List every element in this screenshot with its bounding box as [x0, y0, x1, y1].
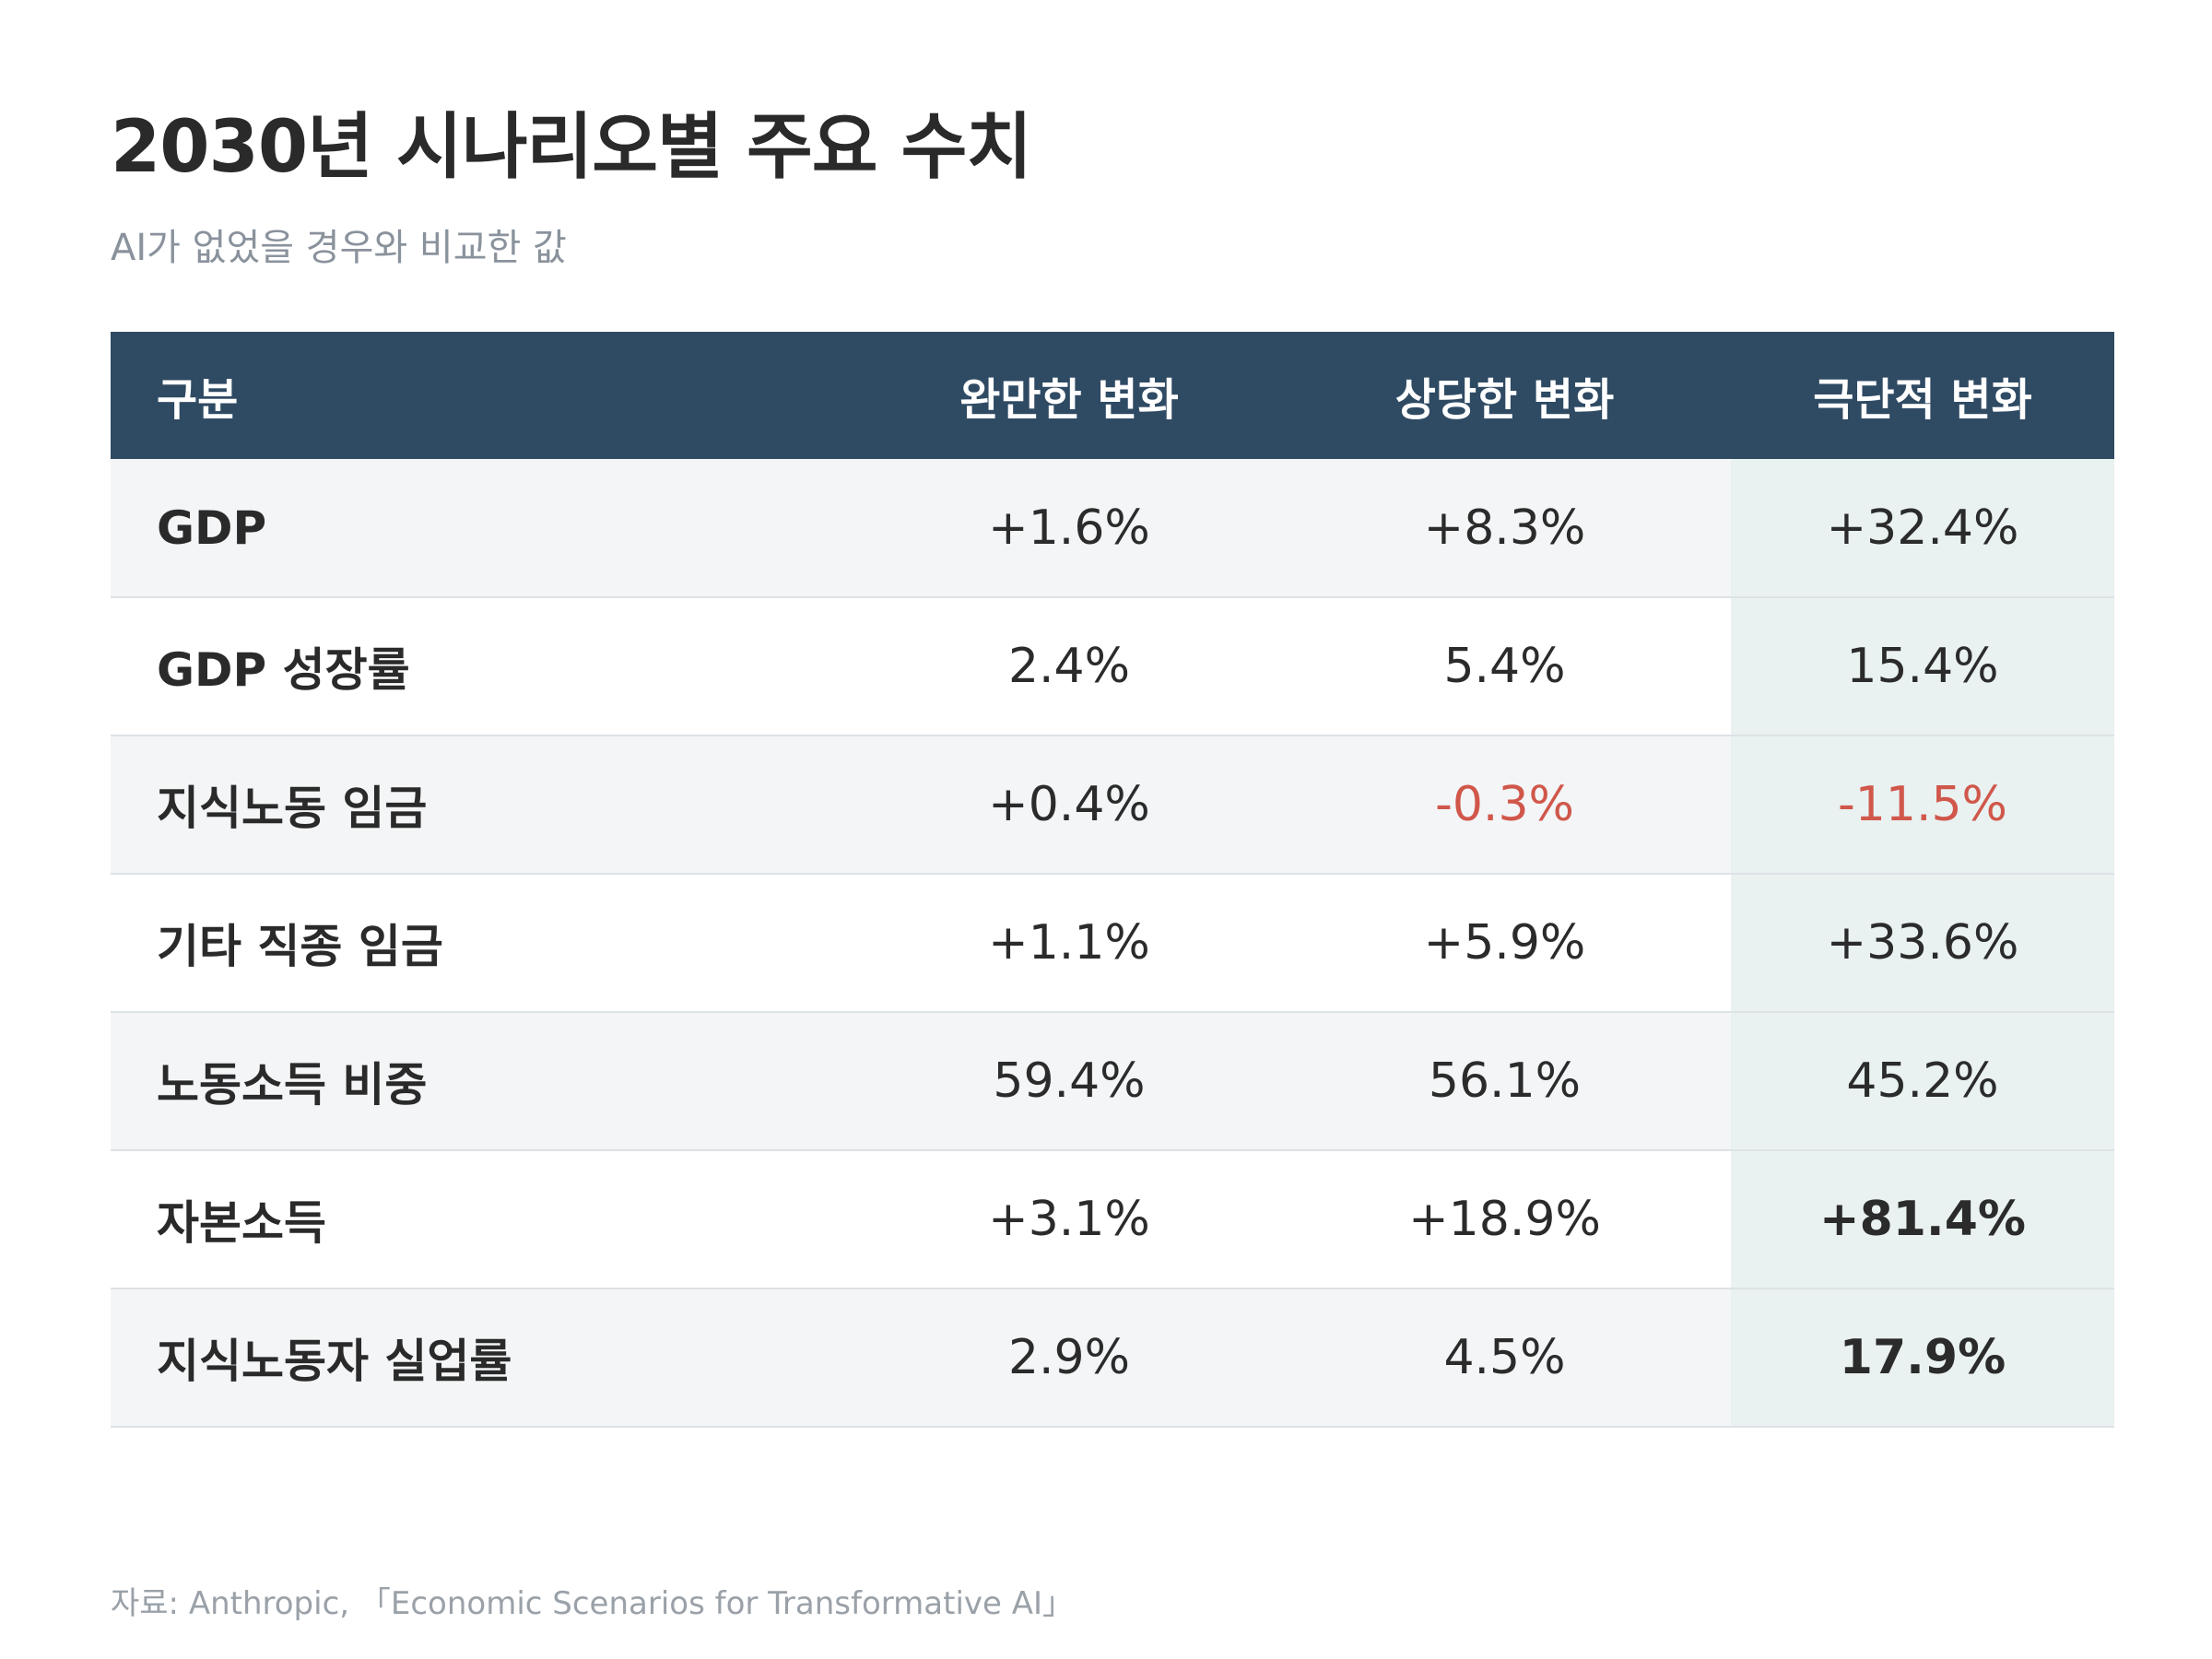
- page-subtitle: AI가 없었을 경우와 비교한 값: [111, 227, 567, 269]
- cell-mild: 59.4%: [860, 1012, 1278, 1151]
- cell-extreme: +32.4%: [1731, 459, 2114, 598]
- row-label: 기타 직종 임금: [111, 874, 860, 1013]
- cell-extreme: +33.6%: [1731, 874, 2114, 1013]
- column-header-extreme: 극단적 변화: [1813, 374, 2032, 426]
- cell-significant: +8.3%: [1278, 459, 1731, 598]
- table-row: 노동소득 비중 59.4% 56.1% 45.2%: [111, 1012, 2114, 1151]
- row-label: 지식노동자 실업률: [111, 1288, 860, 1428]
- scenario-table: 구분 완만한 변화 상당한 변화 극단적 변화 GDP +1.6% +8.3% …: [111, 332, 2114, 1428]
- column-header-mild: 완만한 변화: [959, 374, 1179, 426]
- cell-significant: +18.9%: [1278, 1150, 1731, 1289]
- row-label: 자본소득: [111, 1150, 860, 1289]
- cell-extreme: +81.4%: [1731, 1150, 2114, 1289]
- row-label: 노동소득 비중: [111, 1012, 860, 1151]
- column-header-significant: 상당한 변화: [1394, 374, 1615, 426]
- table-row: GDP +1.6% +8.3% +32.4%: [111, 459, 2114, 598]
- cell-mild: +1.6%: [860, 459, 1278, 598]
- cell-significant: -0.3%: [1278, 735, 1731, 875]
- table-row: 지식노동자 실업률 2.9% 4.5% 17.9%: [111, 1288, 2114, 1428]
- table-row: 지식노동 임금 +0.4% -0.3% -11.5%: [111, 735, 2114, 875]
- source-note: 자료: Anthropic, 「Economic Scenarios for T…: [111, 1585, 1075, 1622]
- cell-mild: +0.4%: [860, 735, 1278, 875]
- table-header-row: 구분 완만한 변화 상당한 변화 극단적 변화: [111, 332, 2114, 459]
- table-row: 기타 직종 임금 +1.1% +5.9% +33.6%: [111, 874, 2114, 1013]
- cell-extreme: 15.4%: [1731, 597, 2114, 736]
- row-label: GDP 성장률: [111, 597, 860, 736]
- row-label: 지식노동 임금: [111, 735, 860, 875]
- table-row: GDP 성장률 2.4% 5.4% 15.4%: [111, 597, 2114, 736]
- cell-mild: +3.1%: [860, 1150, 1278, 1289]
- cell-mild: +1.1%: [860, 874, 1278, 1013]
- cell-extreme: 45.2%: [1731, 1012, 2114, 1151]
- cell-significant: +5.9%: [1278, 874, 1731, 1013]
- table-row: 자본소득 +3.1% +18.9% +81.4%: [111, 1150, 2114, 1289]
- cell-significant: 56.1%: [1278, 1012, 1731, 1151]
- column-header-category: 구분: [157, 374, 239, 426]
- table-header: 구분 완만한 변화 상당한 변화 극단적 변화: [111, 332, 2114, 459]
- cell-extreme: 17.9%: [1731, 1288, 2114, 1428]
- cell-mild: 2.9%: [860, 1288, 1278, 1428]
- cell-significant: 4.5%: [1278, 1288, 1731, 1428]
- cell-significant: 5.4%: [1278, 597, 1731, 736]
- row-label: GDP: [111, 459, 860, 598]
- cell-extreme: -11.5%: [1731, 735, 2114, 875]
- page-title: 2030년 시나리오별 주요 수치: [111, 106, 1032, 189]
- cell-mild: 2.4%: [860, 597, 1278, 736]
